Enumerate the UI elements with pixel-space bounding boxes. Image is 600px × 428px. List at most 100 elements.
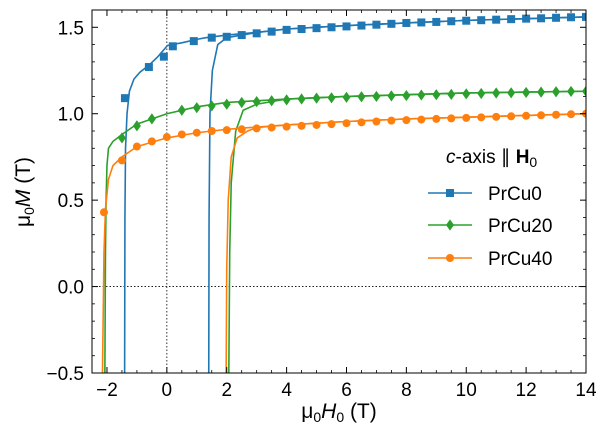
series-prcu20 xyxy=(104,85,586,373)
data-point-prcu0 xyxy=(492,15,501,24)
data-point-prcu40 xyxy=(477,113,486,122)
data-point-prcu0 xyxy=(342,22,351,31)
data-point-prcu20 xyxy=(132,120,141,132)
data-point-prcu20 xyxy=(357,91,366,103)
legend-marker xyxy=(446,254,454,262)
y-tick-label: 1.0 xyxy=(58,105,84,126)
data-point-prcu40 xyxy=(462,113,471,122)
y-tick-label: 0.5 xyxy=(58,191,84,212)
data-point-prcu20 xyxy=(177,104,186,116)
data-point-prcu0 xyxy=(222,32,231,41)
data-point-prcu0 xyxy=(252,29,261,38)
reference-lines xyxy=(92,10,586,373)
data-point-prcu20 xyxy=(402,89,411,102)
data-point-prcu40 xyxy=(432,114,441,123)
data-point-prcu20 xyxy=(477,87,486,100)
data-point-prcu0 xyxy=(582,12,586,21)
data-point-prcu40 xyxy=(342,119,351,128)
data-point-prcu0 xyxy=(432,17,441,26)
data-point-prcu20 xyxy=(267,95,276,107)
data-point-prcu40 xyxy=(267,123,276,132)
data-point-prcu40 xyxy=(132,142,141,151)
data-point-prcu40 xyxy=(447,114,456,123)
data-point-prcu40 xyxy=(402,116,411,125)
data-point-prcu20 xyxy=(192,102,201,114)
data-point-prcu0 xyxy=(402,18,411,27)
data-point-prcu0 xyxy=(120,94,129,103)
data-point-prcu0 xyxy=(462,16,471,25)
data-point-prcu20 xyxy=(222,98,231,110)
data-point-prcu40 xyxy=(312,120,321,129)
data-point-prcu0 xyxy=(477,16,486,25)
data-point-prcu40 xyxy=(357,118,366,127)
data-point-prcu20 xyxy=(462,88,471,100)
legend-label: PrCu0 xyxy=(488,184,542,205)
x-tick-label: 2 xyxy=(221,380,232,401)
data-point-prcu0 xyxy=(237,31,246,40)
data-point-prcu0 xyxy=(207,33,216,42)
data-point-prcu20 xyxy=(507,87,516,99)
data-point-prcu20 xyxy=(522,86,531,99)
data-point-prcu20 xyxy=(552,86,561,98)
data-point-prcu40 xyxy=(567,110,576,119)
legend-entry-prcu40: PrCu40 xyxy=(428,249,552,270)
data-point-prcu40 xyxy=(507,112,516,121)
data-point-prcu20 xyxy=(207,100,216,112)
x-tick-label: 4 xyxy=(281,380,292,401)
series-prcu0 xyxy=(120,12,586,373)
data-point-prcu0 xyxy=(327,23,336,32)
legend-marker xyxy=(446,189,454,197)
x-tick-label: 14 xyxy=(575,380,597,401)
legend: c-axis ∥ H0 PrCu0 PrCu20 PrCu40 xyxy=(428,147,552,270)
data-point-prcu20 xyxy=(252,96,261,108)
data-point-prcu40 xyxy=(522,111,531,120)
data-point-prcu20 xyxy=(297,93,306,105)
data-point-prcu20 xyxy=(282,94,291,106)
x-tick-label: 10 xyxy=(456,380,477,401)
legend-label: PrCu20 xyxy=(488,216,552,237)
legend-marker xyxy=(446,219,454,231)
data-point-prcu40 xyxy=(177,130,186,139)
x-tick-label: −2 xyxy=(96,380,118,401)
data-point-prcu20 xyxy=(237,96,246,109)
data-point-prcu0 xyxy=(507,15,516,24)
data-point-prcu20 xyxy=(417,89,426,101)
data-point-prcu20 xyxy=(582,85,586,97)
x-tick-label: 12 xyxy=(516,380,537,401)
data-point-prcu40 xyxy=(207,127,216,135)
y-axis: −0.5 0.0 0.5 1.0 1.5 xyxy=(46,9,586,385)
data-point-prcu0 xyxy=(168,42,177,51)
x-axis-title: μ0H0 (T) xyxy=(301,400,377,425)
data-point-prcu0 xyxy=(567,13,576,22)
legend-entry-prcu0: PrCu0 xyxy=(428,184,542,205)
data-point-prcu40 xyxy=(147,137,156,146)
data-point-prcu40 xyxy=(162,133,171,142)
y-tick-label: 1.5 xyxy=(58,18,84,39)
data-point-prcu0 xyxy=(357,21,366,30)
data-point-prcu0 xyxy=(282,25,291,34)
data-point-prcu40 xyxy=(327,120,336,129)
x-tick-label: 6 xyxy=(341,380,352,401)
x-axis: −2 0 2 4 6 8 10 12 14 xyxy=(91,10,597,401)
data-point-prcu0 xyxy=(417,18,426,27)
data-point-prcu40 xyxy=(552,110,561,119)
x-tick-label: 0 xyxy=(162,380,173,401)
series-line-prcu40-ascending xyxy=(225,112,586,373)
data-point-prcu20 xyxy=(387,90,396,102)
data-point-prcu0 xyxy=(312,24,321,33)
data-point-prcu0 xyxy=(522,14,531,23)
data-point-prcu0 xyxy=(387,19,396,28)
series-layer xyxy=(99,12,586,373)
x-tick-label: 8 xyxy=(401,380,412,401)
data-point-prcu40 xyxy=(192,128,201,137)
data-point-prcu40 xyxy=(417,115,426,124)
data-point-prcu20 xyxy=(492,87,501,99)
data-point-prcu0 xyxy=(372,20,381,29)
data-point-prcu20 xyxy=(342,91,351,103)
y-tick-label: 0.0 xyxy=(58,278,84,299)
data-point-prcu0 xyxy=(189,37,198,46)
data-point-prcu20 xyxy=(432,89,441,101)
data-point-prcu20 xyxy=(147,113,156,125)
y-tick-label: −0.5 xyxy=(46,364,84,385)
